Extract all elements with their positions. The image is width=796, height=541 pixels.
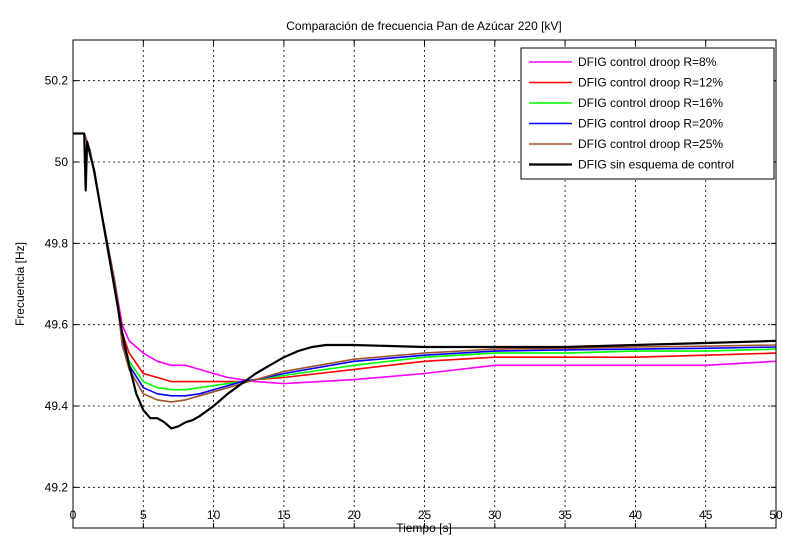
chart-title: Comparación de frecuencia Pan de Azúcar …	[286, 19, 562, 33]
series-line-5	[73, 132, 777, 403]
x-tick-label: 30	[488, 508, 502, 522]
legend-entry-label: DFIG control droop R=16%	[578, 96, 723, 110]
legend-entry-label: DFIG control droop R=12%	[578, 76, 723, 90]
legend-box	[520, 47, 775, 180]
series-lines	[73, 132, 777, 430]
y-tick-label: 49.2	[45, 480, 69, 494]
y-tick-label: 50	[55, 155, 69, 169]
x-tick-label: 5	[140, 508, 147, 522]
x-tick-label: 0	[70, 508, 77, 522]
axis-ticks: 0 5 10 15 20 25 30 35 40 45 50 49.2 49.4 49.6 49.8 50 50…	[45, 40, 783, 528]
legend-entry-label: DFIG control droop R=20%	[578, 117, 723, 131]
x-tick-label: 40	[629, 508, 643, 522]
y-tick-label: 49.8	[45, 236, 69, 250]
series-line-6	[73, 132, 777, 430]
y-tick-label: 50.2	[45, 74, 69, 88]
x-tick-label: 35	[558, 508, 572, 522]
x-tick-label: 25	[418, 508, 432, 522]
y-tick-label: 49.6	[45, 318, 69, 332]
x-tick-label: 45	[699, 508, 713, 522]
x-tick-label: 10	[207, 508, 221, 522]
x-axis-label: Tiempo [s]	[396, 521, 452, 535]
legend: DFIG control droop R=8% DFIG control droo…	[520, 47, 775, 180]
x-tick-label: 20	[348, 508, 362, 522]
y-tick-label: 49.4	[45, 399, 69, 413]
y-axis-label: Frecuencia [Hz]	[13, 242, 27, 326]
x-tick-label: 50	[769, 508, 783, 522]
legend-entry-label: DFIG control droop R=8%	[578, 55, 717, 69]
x-tick-label: 15	[277, 508, 291, 522]
legend-entry-label: DFIG sin esquema de control	[578, 158, 734, 172]
legend-entry-label: DFIG control droop R=25%	[578, 137, 723, 151]
